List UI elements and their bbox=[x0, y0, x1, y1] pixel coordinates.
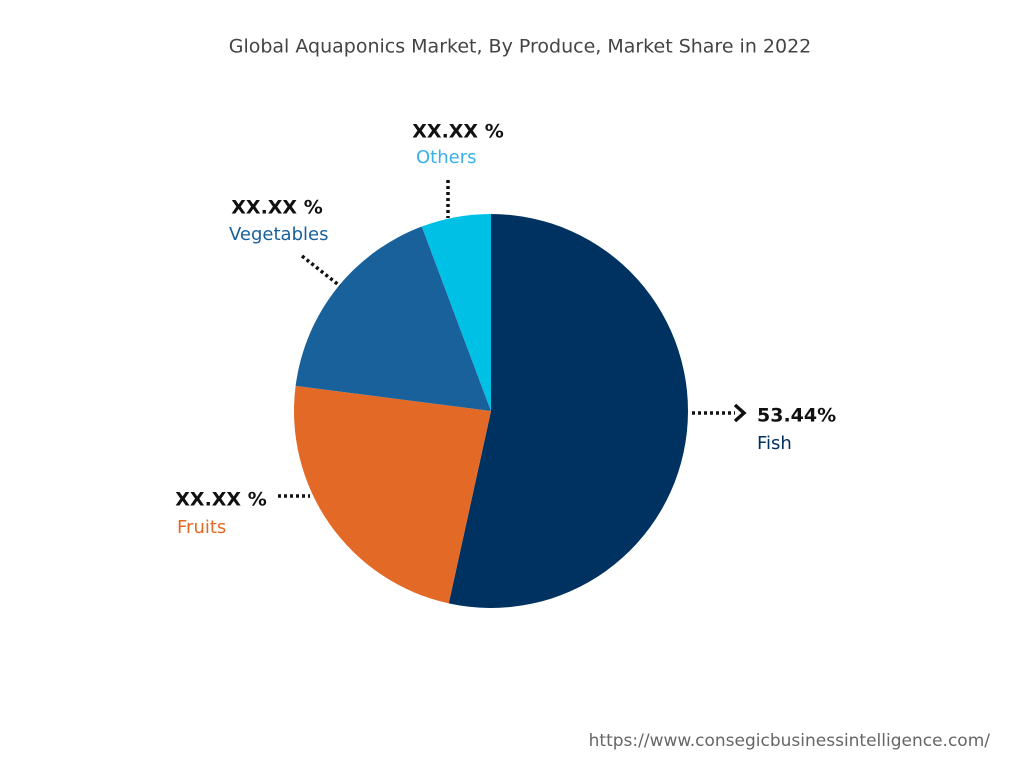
leader-line bbox=[300, 254, 342, 288]
category-label: Fish bbox=[757, 433, 792, 454]
pie-slice bbox=[295, 226, 491, 411]
pie-slice bbox=[421, 214, 491, 411]
value-label: XX.XX % bbox=[231, 197, 322, 219]
chart-title: Global Aquaponics Market, By Produce, Ma… bbox=[229, 36, 812, 58]
category-label: Others bbox=[416, 147, 477, 168]
arrow-head bbox=[733, 403, 747, 423]
value-label: XX.XX % bbox=[412, 121, 503, 143]
pie-slice bbox=[448, 214, 688, 609]
value-label: XX.XX % bbox=[175, 489, 266, 511]
source-url: https://www.consegicbusinessintelligence… bbox=[589, 731, 991, 751]
category-label: Vegetables bbox=[229, 224, 328, 245]
pie-slice bbox=[294, 385, 491, 604]
value-label: 53.44% bbox=[757, 405, 836, 427]
category-label: Fruits bbox=[177, 517, 226, 538]
